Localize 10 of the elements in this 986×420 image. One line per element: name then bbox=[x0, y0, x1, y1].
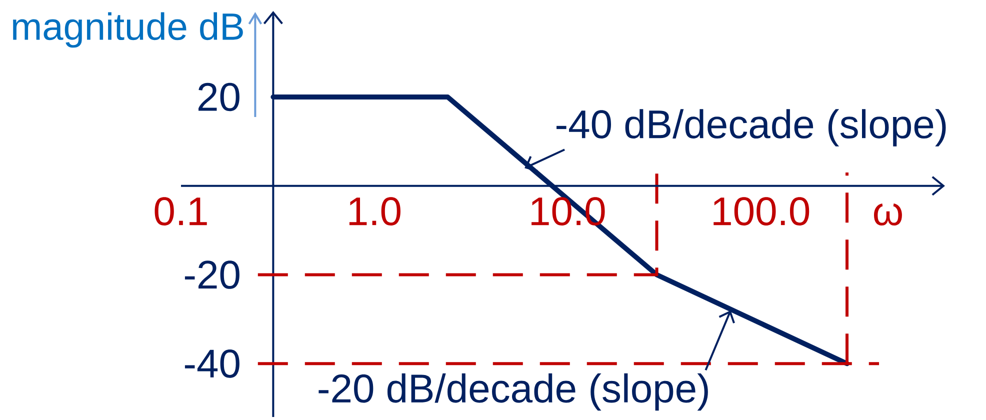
annotation: -20 dB/decade (slope) bbox=[318, 373, 708, 411]
y-tick-label: -20 bbox=[184, 260, 240, 289]
y-tick-label: -40 bbox=[184, 349, 240, 378]
annotation: -40 dB/decade (slope) bbox=[556, 109, 946, 146]
y-tick-label: 20 bbox=[198, 82, 240, 112]
y-axis-title: magnitude dB bbox=[13, 12, 243, 48]
x-axis-title: ω bbox=[874, 204, 902, 226]
x-tick-label: 0.1 bbox=[154, 197, 207, 226]
x-tick-label: 100.0 bbox=[714, 197, 810, 226]
x-tick-label: 1.0 bbox=[349, 197, 400, 226]
